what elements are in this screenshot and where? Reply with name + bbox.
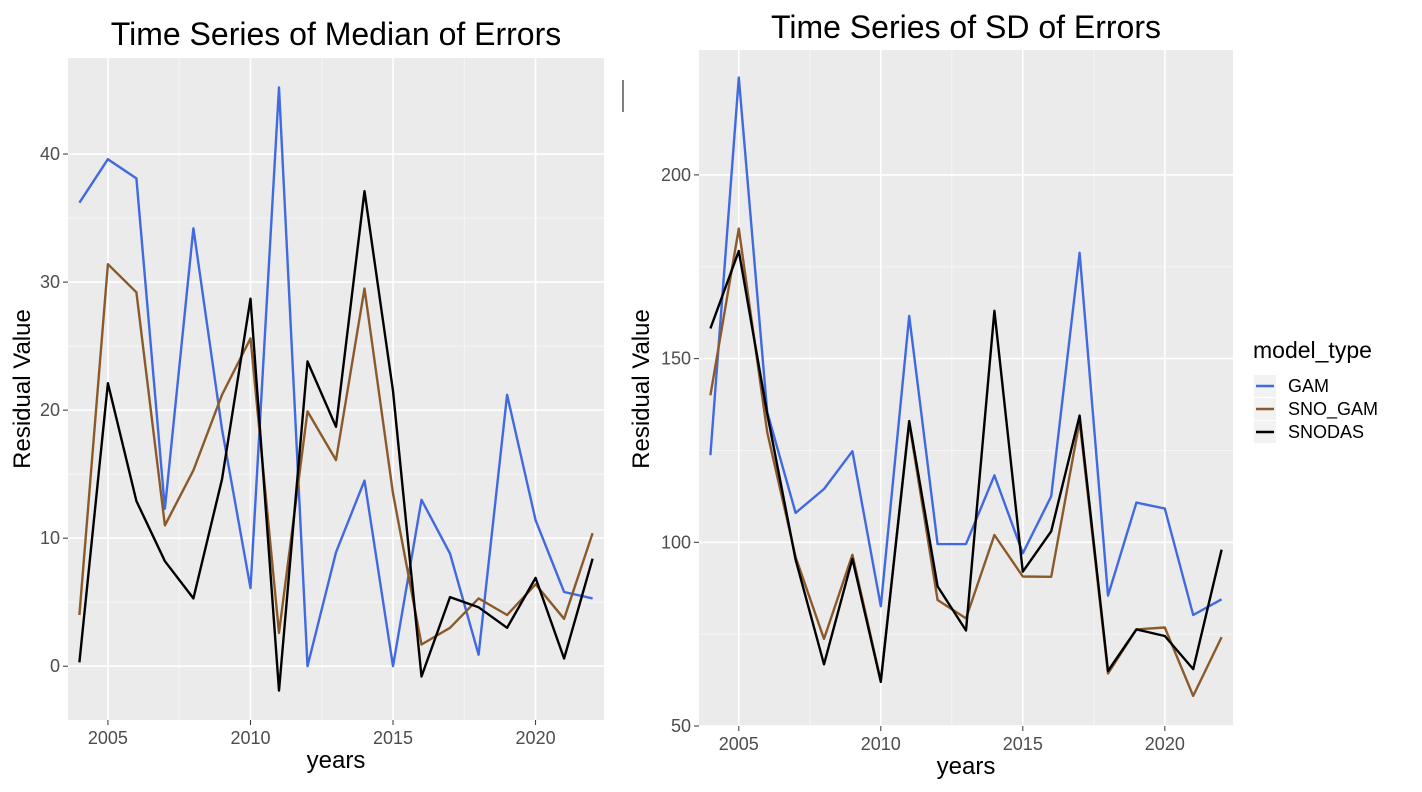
- plot-panel-background: [699, 50, 1233, 726]
- legend-title: model_type: [1253, 337, 1372, 363]
- series-line-snodas: [78, 189, 594, 692]
- legend-label: SNODAS: [1288, 422, 1364, 442]
- y-tick-label: 50: [671, 716, 691, 736]
- x-tick-label: 2015: [373, 728, 413, 748]
- x-tick-labels: 2005 2010 2015 2020: [719, 726, 1185, 754]
- legend-label: SNO_GAM: [1288, 399, 1378, 420]
- y-axis-title: Residual Value: [628, 309, 655, 469]
- x-tick-label: 2015: [1003, 734, 1043, 754]
- y-tick-label: 20: [40, 400, 60, 420]
- x-axis-title: years: [307, 747, 366, 774]
- x-tick-label: 2020: [516, 728, 556, 748]
- series-lines: [709, 76, 1223, 698]
- chart-title: Time Series of SD of Errors: [771, 9, 1161, 45]
- x-tick-labels: 2005 2010 2015 2020: [88, 720, 556, 748]
- gridlines: [699, 50, 1233, 727]
- x-tick-label: 2020: [1145, 734, 1185, 754]
- x-axis-title: years: [937, 753, 996, 780]
- series-line-sno-gam: [78, 263, 594, 646]
- x-tick-label: 2005: [719, 734, 759, 754]
- legend-label: GAM: [1288, 376, 1329, 396]
- y-tick-label: 100: [661, 532, 691, 552]
- plot-panel-background: [68, 58, 604, 720]
- median-errors-chart: 2005 2010 2015 2020 0 10 20 30 40 Time Series o…: [9, 16, 604, 774]
- y-tick-labels: 50 100 150 200: [661, 165, 699, 736]
- y-tick-label: 30: [40, 272, 60, 292]
- y-tick-label: 10: [40, 528, 60, 548]
- y-tick-label: 150: [661, 349, 691, 369]
- x-tick-label: 2010: [230, 728, 270, 748]
- sd-errors-chart: 2005 2010 2015 2020 50 100 150 200 Time Series…: [628, 9, 1233, 780]
- series-lines: [78, 86, 594, 692]
- y-tick-label: 40: [40, 144, 60, 164]
- y-axis-title: Residual Value: [9, 309, 36, 469]
- y-tick-labels: 0 10 20 30 40: [40, 144, 68, 676]
- y-tick-label: 200: [661, 165, 691, 185]
- series-line-snodas: [709, 249, 1223, 684]
- x-tick-label: 2005: [88, 728, 128, 748]
- series-line-gam: [78, 86, 593, 668]
- series-line-gam: [709, 76, 1223, 617]
- x-tick-label: 2010: [861, 734, 901, 754]
- y-tick-label: 0: [50, 656, 60, 676]
- chart-title: Time Series of Median of Errors: [111, 16, 562, 52]
